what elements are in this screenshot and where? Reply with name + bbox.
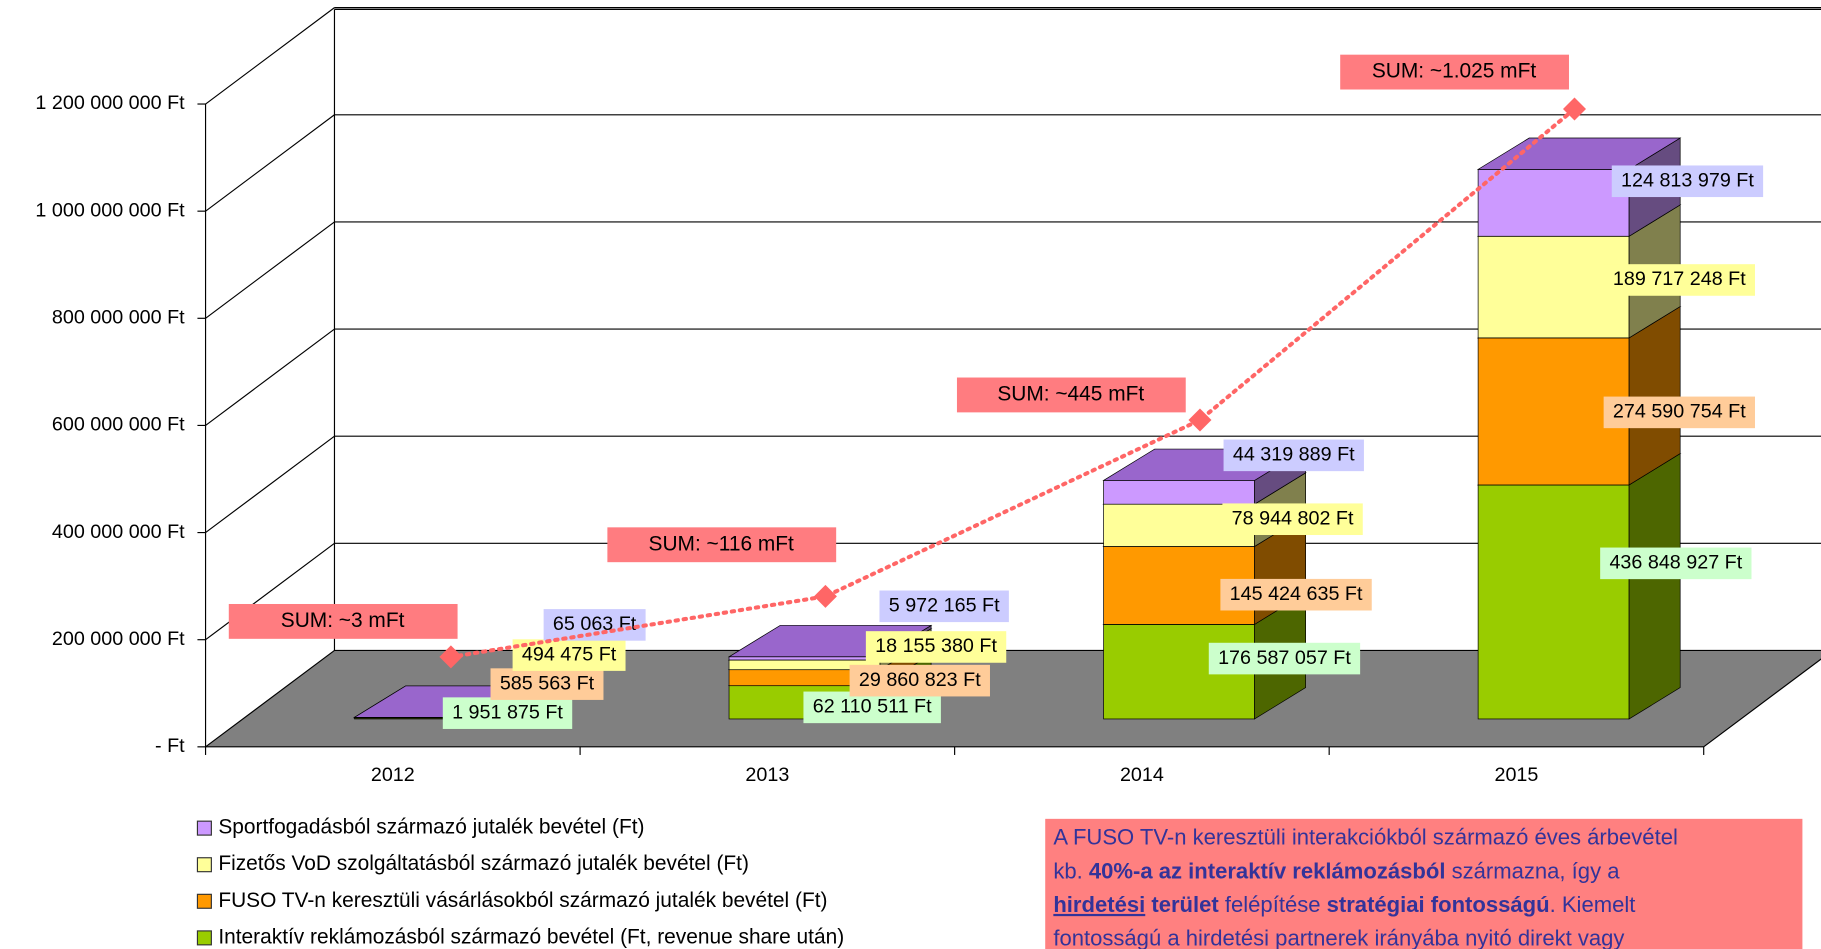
- y-tick-label: 200 000 000 Ft: [52, 628, 185, 650]
- legend-swatch: [196, 820, 212, 836]
- floor: [205, 650, 1821, 747]
- value-label: 274 590 754 Ft: [1613, 401, 1746, 423]
- grid-line: [205, 328, 335, 426]
- grid-line: [205, 435, 335, 534]
- sum-label: SUM: ~116 mFt: [649, 532, 795, 555]
- note-line: fontosságú a hirdetési partnerek irányáb…: [1053, 925, 1624, 949]
- sum-label: SUM: ~445 mFt: [997, 382, 1144, 405]
- sum-line: [448, 106, 1577, 659]
- value-label: 494 475 Ft: [522, 643, 617, 665]
- value-label: 18 155 380 Ft: [875, 635, 997, 657]
- value-label-box: [865, 631, 1007, 663]
- legend-label: Sportfogadásból származó jutalék bevétel…: [218, 816, 644, 839]
- sum-marker: [813, 584, 837, 608]
- sum-label-box: [956, 377, 1186, 413]
- x-tick-label: 2013: [745, 764, 789, 786]
- note-line: hirdetési terület felépítése stratégiai …: [1053, 892, 1635, 917]
- legend-label: Fizetős VoD szolgáltatásból származó jut…: [218, 852, 749, 875]
- y-tick-label: 1 000 000 000 Ft: [35, 199, 185, 221]
- value-label-box: [442, 697, 573, 729]
- value-label-box: [1600, 547, 1752, 580]
- note-text: terület: [1145, 892, 1219, 917]
- value-label: 62 110 511 Ft: [813, 696, 932, 718]
- note-text: stratégiai fontosságú: [1327, 892, 1550, 917]
- x-tick-label: 2014: [1120, 764, 1164, 786]
- value-label: 44 319 889 Ft: [1233, 444, 1355, 466]
- grid-line: [205, 114, 335, 212]
- legend-swatch: [196, 857, 212, 873]
- legend-swatch: [196, 893, 212, 909]
- floor-edge: [1703, 658, 1821, 748]
- note-text: felépítése: [1219, 892, 1327, 917]
- note-box: [1045, 818, 1803, 949]
- grid-line: [205, 7, 335, 105]
- legend-label: FUSO TV-n keresztüli vásárlásokból szárm…: [218, 889, 827, 912]
- x-tick-label: 2012: [371, 764, 415, 786]
- y-tick-label: - Ft: [155, 735, 185, 757]
- value-label: 124 813 979 Ft: [1621, 169, 1754, 191]
- sum-label: SUM: ~1.025 mFt: [1372, 60, 1536, 83]
- value-label-box: [849, 664, 990, 697]
- value-label: 78 944 802 Ft: [1232, 507, 1354, 529]
- value-label-box: [1603, 396, 1755, 429]
- note-line: kb. 40%-a az interaktív reklámozásból sz…: [1053, 858, 1620, 883]
- value-label-box: [1603, 264, 1755, 296]
- legend-swatch: [196, 930, 212, 946]
- bar: [1477, 484, 1630, 720]
- value-label-box: [1223, 439, 1364, 472]
- note-line: A FUSO TV-n keresztüli interakciókból sz…: [1053, 824, 1678, 849]
- sum-label-box: [1340, 54, 1569, 90]
- sum-label-box: [607, 527, 837, 563]
- legend-label: Interaktív reklámozásból származó bevéte…: [218, 925, 844, 948]
- y-tick-label: 400 000 000 Ft: [52, 521, 185, 543]
- grid-line: [205, 649, 335, 748]
- value-label: 176 587 057 Ft: [1218, 647, 1351, 669]
- value-label-box: [1222, 503, 1363, 536]
- value-label-box: [490, 668, 604, 700]
- note-text: hirdetési: [1053, 892, 1145, 917]
- note-text: fontosságú a hirdetési partnerek irányáb…: [1053, 925, 1624, 949]
- note-text: 40%-a az interaktív reklámozásból: [1089, 858, 1446, 883]
- value-label: 5 972 165 Ft: [889, 595, 1000, 617]
- grid-line: [205, 542, 335, 641]
- value-label-box: [879, 590, 1009, 623]
- value-label: 65 063 Ft: [553, 613, 637, 635]
- value-label: 29 860 823 Ft: [859, 669, 981, 691]
- bar: [1477, 169, 1630, 237]
- value-label: 145 424 635 Ft: [1230, 583, 1363, 605]
- y-tick-label: 800 000 000 Ft: [52, 307, 185, 329]
- value-label: 436 848 927 Ft: [1609, 552, 1742, 574]
- value-label-box: [803, 691, 941, 724]
- note-text: A FUSO TV-n keresztüli interakciókból sz…: [1053, 824, 1678, 849]
- note-text: származna, így a: [1445, 858, 1620, 883]
- value-label-box: [1220, 578, 1372, 611]
- x-tick-label: 2015: [1494, 764, 1538, 786]
- bar: [1103, 480, 1255, 505]
- y-tick-label: 1 200 000 000 Ft: [35, 92, 185, 114]
- y-tick-label: 600 000 000 Ft: [52, 414, 185, 436]
- sum-label-box: [228, 603, 458, 639]
- grid-line: [205, 221, 335, 319]
- value-label: 189 717 248 Ft: [1613, 268, 1746, 290]
- note-text: kb.: [1053, 858, 1089, 883]
- value-label: 585 563 Ft: [500, 672, 595, 694]
- value-label: 1 951 875 Ft: [452, 701, 563, 723]
- bar: [728, 656, 881, 661]
- sum-label: SUM: ~3 mFt: [281, 609, 405, 632]
- value-label-box: [1611, 165, 1764, 198]
- value-label-box: [1208, 642, 1361, 675]
- note-text: . Kiemelt: [1550, 892, 1636, 917]
- back-wall: [334, 9, 1821, 651]
- bar-side: [1628, 452, 1681, 720]
